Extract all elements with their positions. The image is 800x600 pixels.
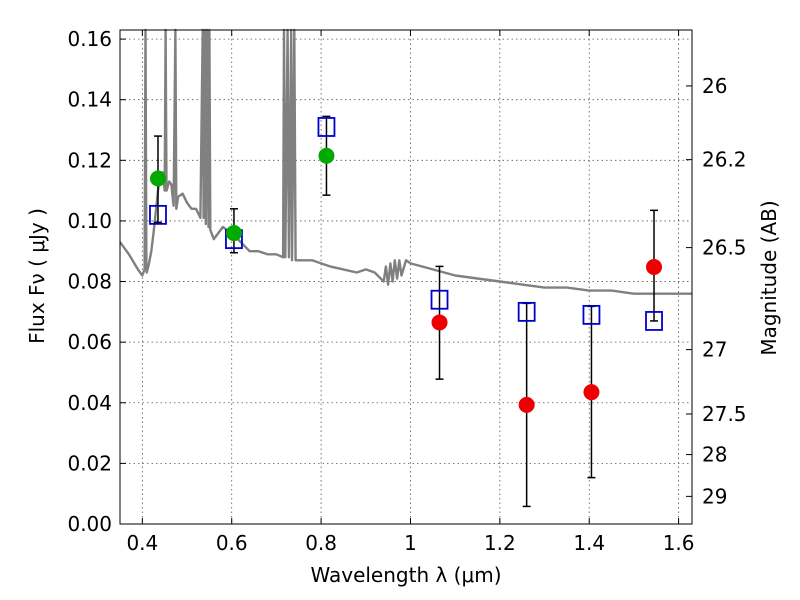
y-tick-label: 0.14 (67, 88, 112, 112)
model-square-marker (317, 117, 336, 137)
x-tick-label: 1.2 (484, 531, 516, 555)
model-square-marker (430, 289, 449, 310)
model-spectrum (119, 28, 692, 295)
right-tick-label: 26.2 (702, 148, 747, 172)
observed-flux-markers (149, 147, 663, 413)
model-square-marker (645, 311, 663, 331)
right-tick-label: 26 (702, 74, 727, 98)
x-axis-ticks: 0.4 0.6 0.8 1 1.2 1.4 1.6 (126, 30, 695, 555)
flux-point (518, 396, 535, 413)
flux-point (431, 314, 448, 331)
x-tick-label: 1.6 (663, 531, 695, 555)
y-tick-label: 0.16 (67, 27, 112, 51)
y-tick-label: 0.12 (67, 148, 112, 172)
right-tick-label: 28 (702, 443, 727, 467)
flux-point (149, 170, 166, 187)
y-tick-label: 0.04 (67, 391, 112, 415)
y-tick-label: 0.02 (67, 451, 112, 475)
x-tick-label: 0.6 (216, 531, 248, 555)
right-tick-label: 29 (702, 484, 727, 508)
model-photometry-markers (149, 117, 663, 331)
right-tick-label: 27 (702, 338, 727, 362)
flux-point (646, 258, 663, 275)
x-tick-label: 0.4 (126, 531, 158, 555)
y-tick-label: 0.00 (67, 512, 112, 536)
flux-point (225, 225, 242, 242)
y-axis-ticks: 0.00 0.02 0.04 0.06 0.08 0.10 0.12 0.14 0.16 (67, 27, 126, 536)
x-tick-label: 1.4 (573, 531, 605, 555)
x-axis-label: Wavelength λ (μm) (310, 563, 501, 587)
right-tick-label: 26.5 (702, 236, 747, 260)
model-square-marker (582, 304, 601, 325)
flux-point (583, 384, 600, 401)
right-tick-label: 27.5 (702, 402, 747, 426)
x-tick-label: 1 (404, 531, 417, 555)
y-tick-label: 0.10 (67, 209, 112, 233)
right-axis-ticks: 26 26.2 26.5 27 27.5 28 29 (686, 74, 747, 508)
y-tick-label: 0.06 (67, 330, 112, 354)
model-square-marker (149, 204, 167, 225)
spectrum-line (119, 28, 692, 295)
x-tick-label: 0.8 (305, 531, 337, 555)
y-tick-label: 0.08 (67, 270, 112, 294)
right-y-axis-label: Magnitude (AB) (757, 200, 781, 355)
plot-frame (119, 29, 693, 525)
model-square-marker (517, 301, 536, 322)
error-bars (153, 115, 659, 508)
y-axis-label: Flux Fν ( μJy ) (25, 208, 49, 344)
flux-point (318, 147, 335, 164)
